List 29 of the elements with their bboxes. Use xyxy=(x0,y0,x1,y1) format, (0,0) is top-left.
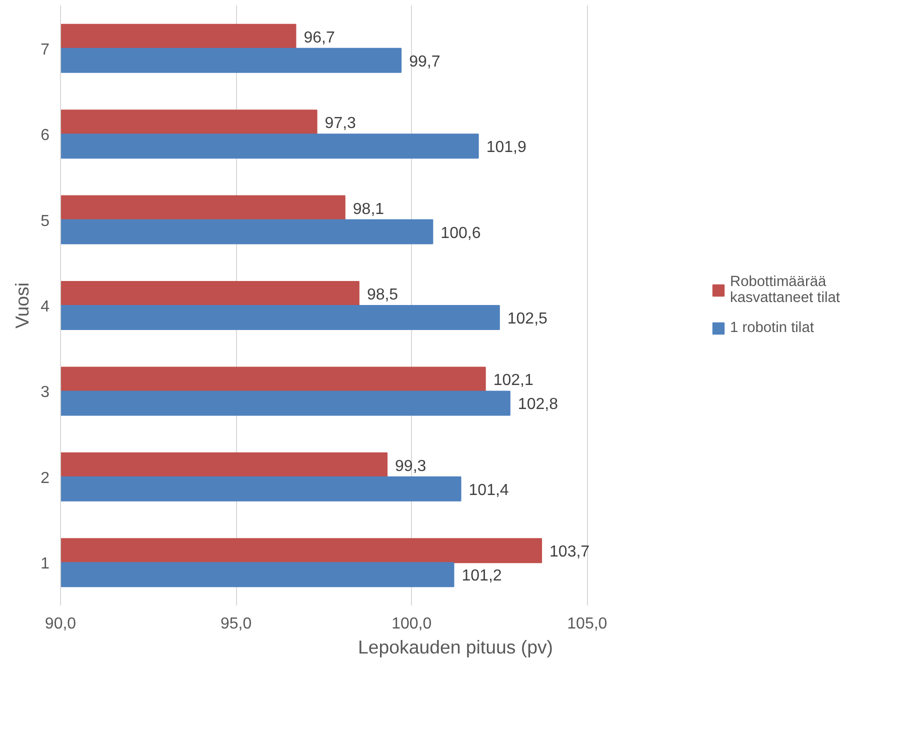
data-label: 101,2 xyxy=(462,568,502,585)
data-label: 101,4 xyxy=(468,482,509,499)
data-label: 103,7 xyxy=(550,544,590,561)
x-tick-label: 90,0 xyxy=(44,616,76,632)
data-label: 99,3 xyxy=(395,458,426,475)
y-tick-label: 1 xyxy=(40,556,50,573)
data-label: 97,3 xyxy=(324,115,356,132)
y-tick-label: 7 xyxy=(40,41,50,58)
x-axis-title: Lepokauden pituus (pv) xyxy=(358,636,554,658)
data-label: 96,7 xyxy=(304,29,335,46)
data-label: 102,8 xyxy=(518,396,558,414)
x-tick-label: 100,0 xyxy=(392,616,432,632)
legend-label: 1 robotin tilat xyxy=(730,320,814,336)
data-label: 102,5 xyxy=(507,310,548,328)
data-label: 98,1 xyxy=(352,200,384,218)
data-label: 101,9 xyxy=(486,139,526,156)
y-tick-label: 4 xyxy=(40,298,50,316)
y-tick-label: 5 xyxy=(40,212,50,230)
legend-label: Robottimäärää kasvattaneet tilat xyxy=(730,274,840,306)
data-label: 100,6 xyxy=(440,224,481,242)
y-tick-label: 3 xyxy=(40,384,50,402)
y-tick-label: 2 xyxy=(40,470,50,487)
x-tick-label: 105,0 xyxy=(567,616,608,632)
data-label: 102,1 xyxy=(493,372,534,390)
x-tick-label: 95,0 xyxy=(220,616,252,632)
data-label: 99,7 xyxy=(409,53,440,70)
data-label: 98,5 xyxy=(366,286,398,304)
y-axis-title: Vuosi xyxy=(12,282,33,328)
y-tick-label: 6 xyxy=(40,127,50,144)
